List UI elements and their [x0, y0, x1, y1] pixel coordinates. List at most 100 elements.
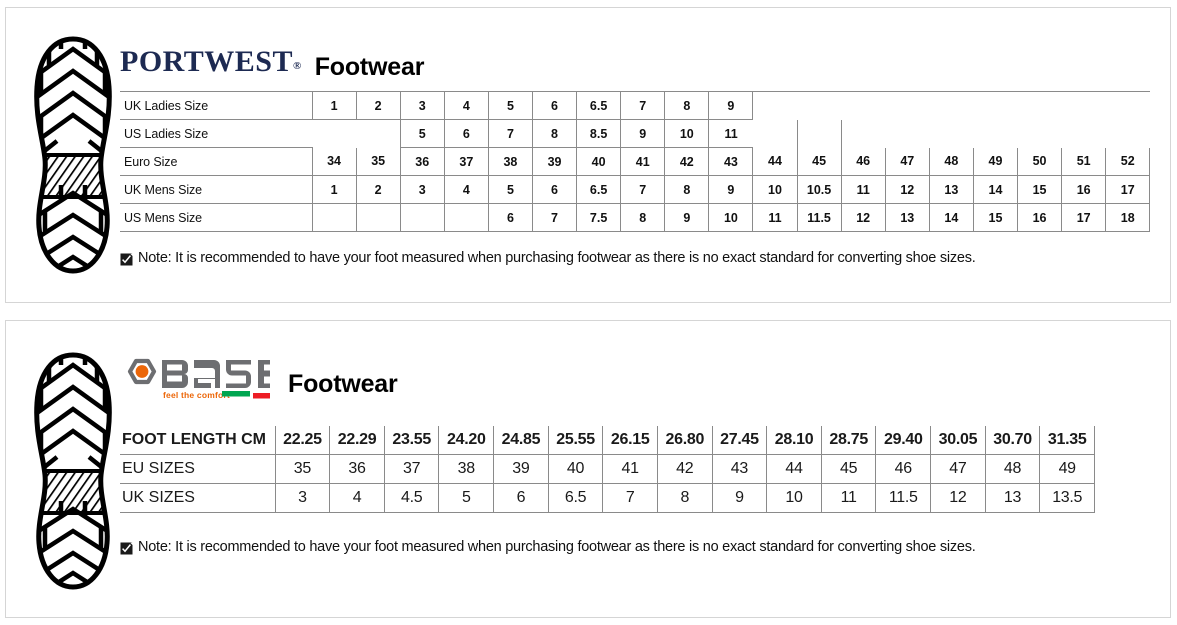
table-cell: 42 — [664, 147, 709, 176]
table-cell: 4 — [443, 175, 489, 204]
table-cell — [753, 120, 797, 148]
table-cell: 39 — [531, 147, 577, 176]
table-cell: 23.55 — [383, 426, 439, 455]
note-checkbox-icon — [120, 253, 133, 266]
base-logo: feel the comfort — [120, 358, 280, 410]
table-cell: 4 — [443, 91, 489, 120]
table-cell: 29.40 — [875, 426, 931, 455]
table-cell: 14 — [928, 203, 974, 232]
table-cell — [1106, 120, 1150, 148]
base-note: Note: It is recommended to have your foo… — [120, 539, 1160, 555]
portwest-note-text: Note: It is recommended to have your foo… — [138, 250, 976, 266]
table-cell: 13 — [928, 175, 974, 204]
table-cell: 48 — [984, 454, 1040, 484]
table-cell: 6 — [531, 91, 577, 120]
table-cell: 10 — [664, 119, 709, 148]
flag-red-bar — [253, 393, 279, 399]
table-cell: 11 — [752, 203, 798, 232]
table-cell: 13.5 — [1039, 483, 1095, 513]
base-size-table: FOOT LENGTH CM 22.25 22.29 23.55 24.20 24.85 2… — [120, 426, 1095, 513]
table-cell: 46 — [875, 454, 931, 484]
table-cell: 10 — [766, 483, 822, 513]
portwest-note: Note: It is recommended to have your foo… — [120, 250, 1160, 266]
table-cell: 11 — [708, 119, 753, 148]
portwest-logo-text: PORTWEST — [120, 45, 293, 78]
table-cell: 38 — [487, 147, 533, 176]
table-cell: 3 — [274, 483, 330, 513]
table-cell: 12 — [884, 175, 930, 204]
table-cell: 13 — [984, 483, 1040, 513]
table-row: FOOT LENGTH CM 22.25 22.29 23.55 24.20 24.85 2… — [120, 426, 1095, 455]
table-cell: 3 — [399, 91, 445, 120]
table-cell: 22.25 — [274, 426, 330, 455]
table-cell: 26.80 — [656, 426, 713, 455]
table-row: EU SIZES 35 36 37 38 39 40 41 42 43 44 45 46 47 48 49 — [120, 454, 1095, 484]
table-cell — [443, 203, 489, 232]
table-cell: 7 — [602, 483, 658, 513]
table-cell: 36 — [329, 454, 385, 484]
table-cell — [797, 91, 842, 120]
base-hexagon-icon — [127, 358, 157, 385]
table-cell: 43 — [708, 147, 753, 176]
row-label: UK SIZES — [120, 483, 276, 513]
table-cell: 8 — [656, 483, 713, 513]
table-cell: 37 — [383, 454, 439, 484]
table-cell: 50 — [1016, 147, 1062, 176]
table-cell: 9 — [708, 175, 753, 204]
table-cell: 9 — [664, 203, 709, 232]
shoe-sole-tread-icon — [31, 35, 116, 280]
table-cell: 35 — [274, 454, 330, 484]
shoe-sole-tread-icon — [31, 351, 116, 596]
table-cell: 44 — [752, 147, 798, 176]
table-cell: 10.5 — [796, 175, 842, 204]
table-cell: 7 — [487, 119, 533, 148]
table-cell: 6.5 — [576, 175, 621, 204]
table-row: Euro Size 34 35 36 37 38 39 40 41 42 43 44 45 46 47 48 4… — [120, 147, 1151, 176]
table-row: US Ladies Size 5 6 7 8 8.5 9 10 11 — [120, 119, 1150, 148]
table-cell: 7.5 — [576, 203, 621, 232]
row-label: EU SIZES — [120, 454, 276, 484]
table-cell: 41 — [620, 147, 665, 176]
table-cell: 7 — [531, 203, 577, 232]
table-cell — [399, 203, 445, 232]
table-cell: 42 — [656, 454, 713, 484]
portwest-size-table: UK Ladies Size 1 2 3 4 5 6 6.5 7 8 9 US Ladies Size… — [120, 91, 1151, 232]
flag-green-bar — [222, 391, 250, 397]
table-cell: 28.75 — [820, 426, 876, 455]
table-cell: 30.70 — [984, 426, 1040, 455]
table-cell: 12 — [930, 483, 986, 513]
table-cell: 45 — [796, 147, 842, 176]
table-cell: 6 — [493, 483, 549, 513]
table-cell: 18 — [1105, 203, 1151, 232]
table-cell: 16 — [1016, 203, 1062, 232]
base-note-text: Note: It is recommended to have your foo… — [138, 539, 976, 555]
table-cell: 38 — [438, 454, 494, 484]
table-cell — [885, 91, 930, 120]
table-cell: 5 — [487, 175, 533, 204]
table-cell: 1 — [311, 175, 357, 204]
table-cell: 37 — [443, 147, 489, 176]
table-cell: 6.5 — [576, 91, 621, 120]
table-cell: 44 — [766, 454, 822, 484]
row-label: FOOT LENGTH CM — [120, 426, 276, 455]
table-cell — [1105, 91, 1150, 120]
table-cell — [1062, 120, 1106, 148]
table-cell — [841, 91, 886, 120]
table-cell: 2 — [355, 91, 401, 120]
table-cell: 22.29 — [329, 426, 385, 455]
table-cell: 5 — [399, 119, 445, 148]
table-cell: 5 — [438, 483, 494, 513]
table-cell — [929, 91, 974, 120]
table-cell — [1061, 91, 1106, 120]
table-cell: 24.20 — [438, 426, 494, 455]
table-cell — [885, 120, 929, 148]
row-label: UK Ladies Size — [120, 91, 312, 120]
table-cell: 14 — [972, 175, 1018, 204]
table-cell: 52 — [1105, 147, 1151, 176]
table-cell: 17 — [1105, 175, 1151, 204]
table-cell: 30.05 — [930, 426, 986, 455]
table-cell: 7 — [620, 175, 665, 204]
base-wordmark — [162, 360, 280, 388]
table-cell: 35 — [355, 147, 401, 176]
table-cell: 9 — [711, 483, 767, 513]
